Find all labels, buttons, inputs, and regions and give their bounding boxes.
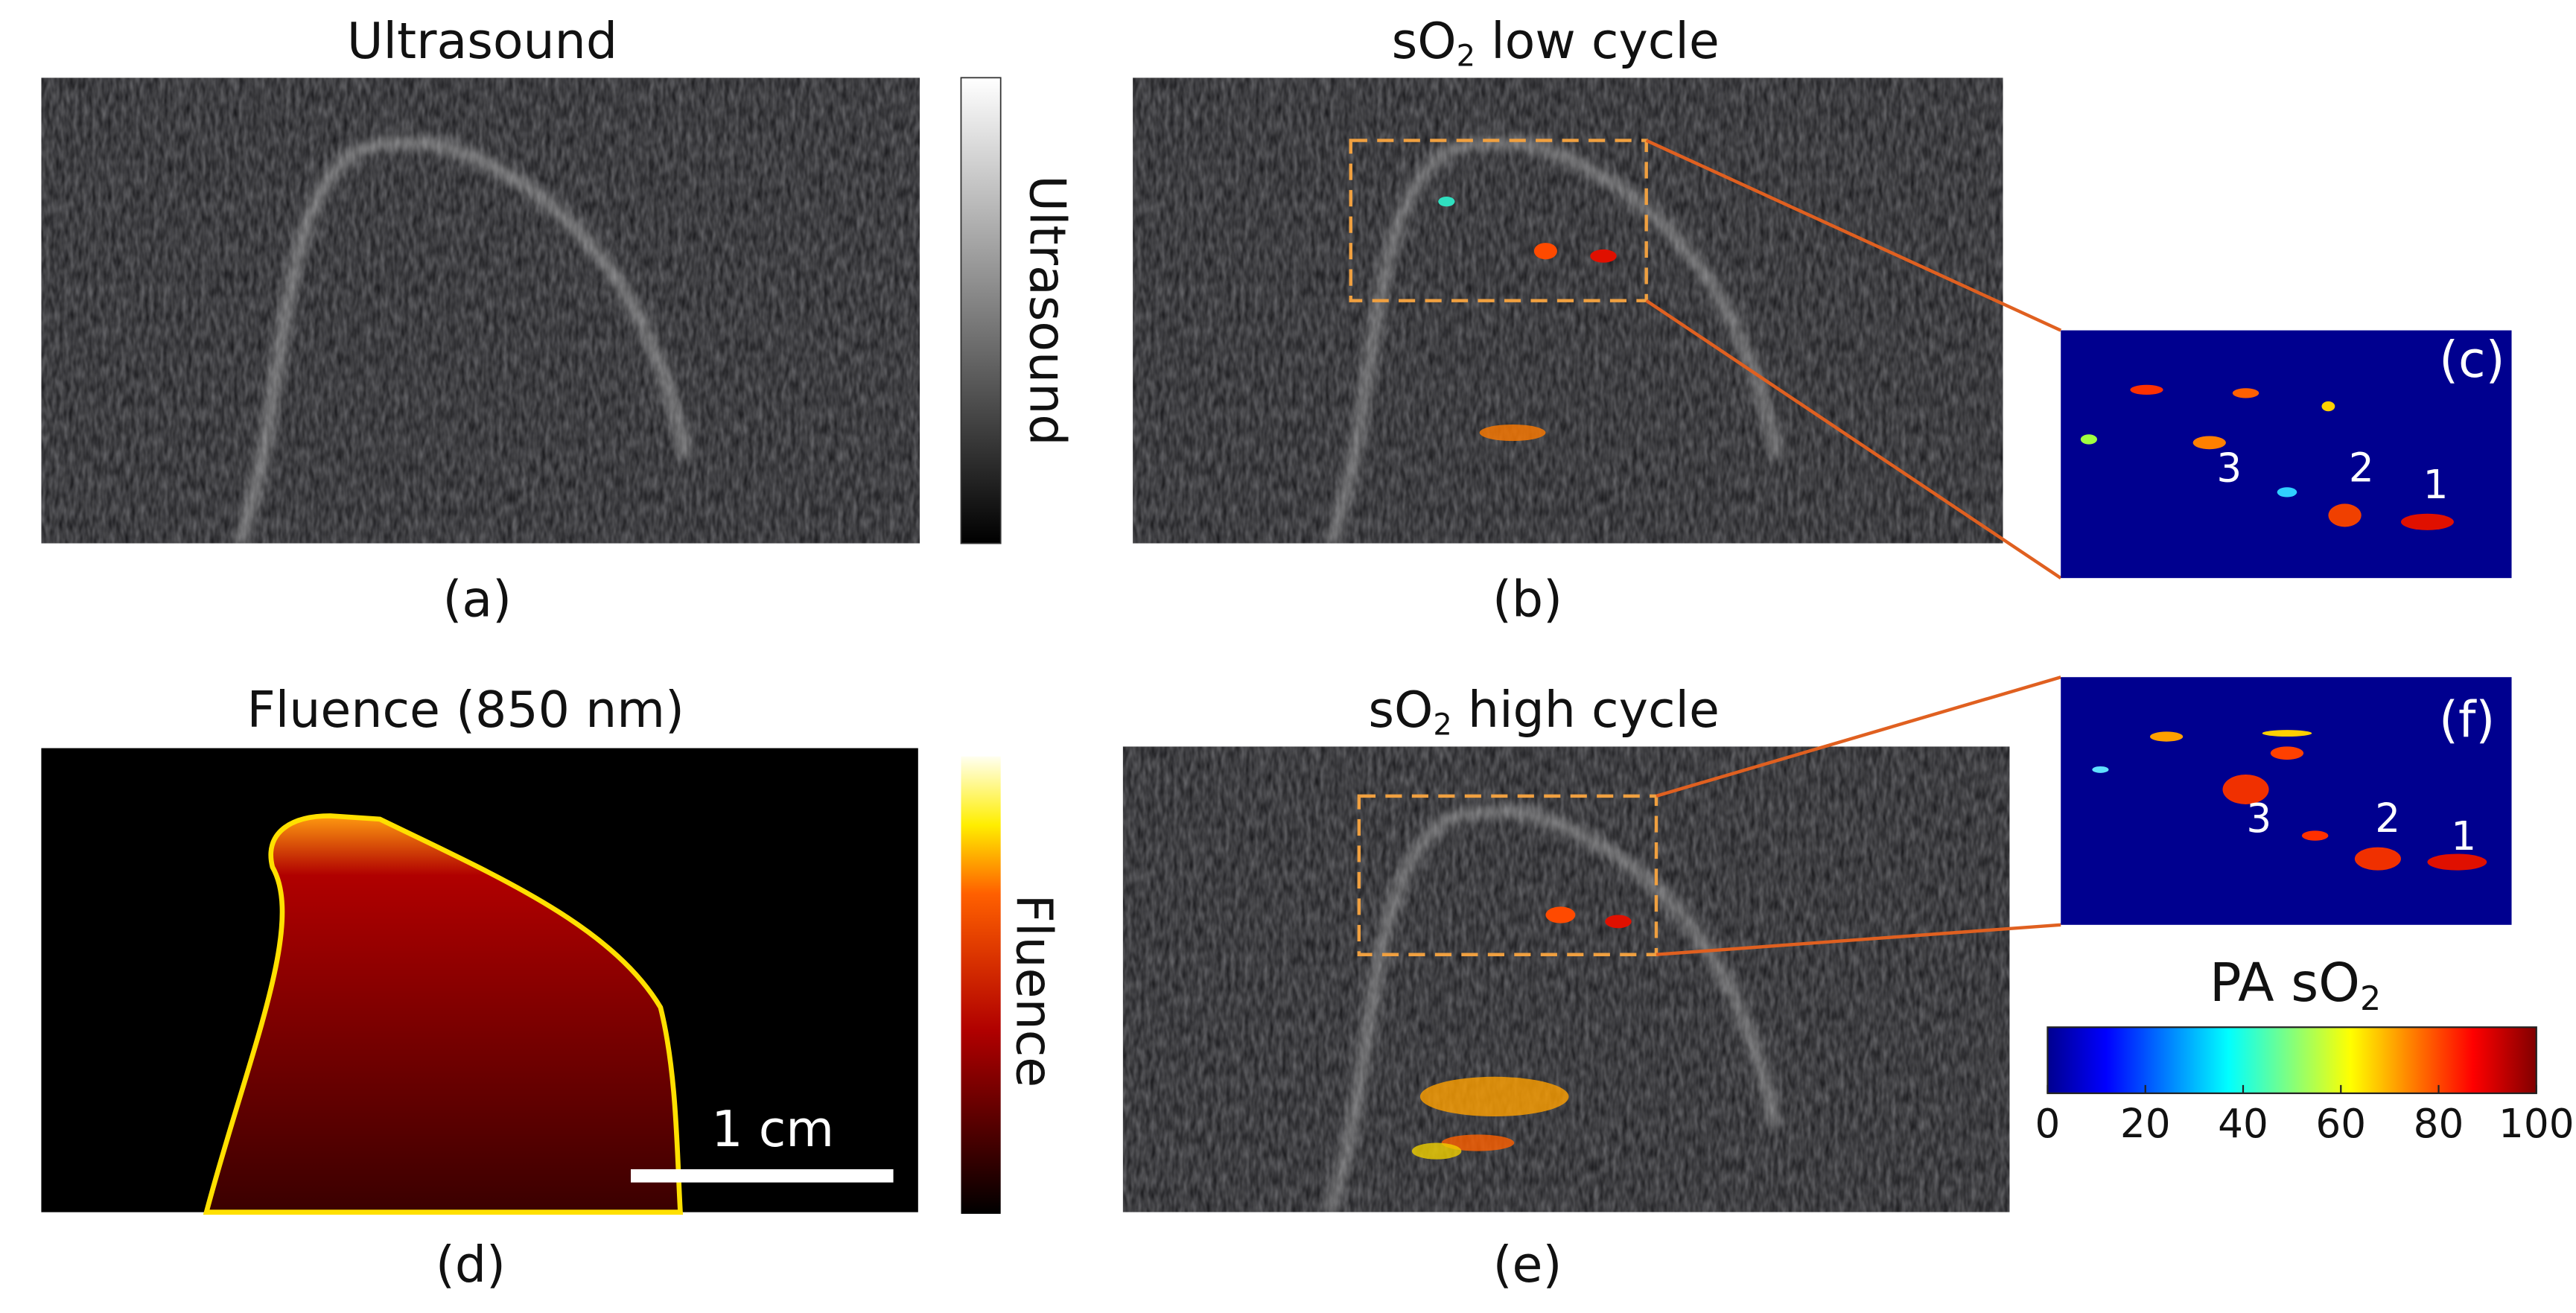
panel-title: sO2 high cycle [1368,681,1720,742]
scale-bar [631,1169,894,1183]
colorbar-label: Ultrasound [1018,175,1076,445]
inset [2061,677,2512,925]
panel-label: (c) [2439,331,2505,389]
zoom-line [1656,675,2061,798]
tick-label: 0 [2035,1101,2061,1147]
marker: 3 [2216,445,2242,492]
colorbar-ticks: 0 20 40 60 80 100 [2035,1084,2575,1147]
marker: 3 [2246,795,2271,842]
colorbar-title: PA sO2 [2210,951,2381,1017]
tick-label: 60 [2315,1101,2366,1147]
marker: 2 [2375,795,2400,842]
zoom-line [1645,299,2062,580]
inset [2061,330,2512,579]
zoom-box [1349,139,1648,302]
marker: 1 [2423,462,2449,508]
marker: 1 [2451,813,2476,859]
panel-label: (f) [2439,690,2495,748]
scale-bar-label: 1 cm [711,1100,834,1158]
colorbar [961,756,1001,1214]
zoom-line [1656,923,2061,956]
zoom-line [1645,139,2062,332]
panel-label: (b) [1492,570,1562,629]
tick-label: 100 [2499,1101,2575,1147]
inset-spots [2080,384,2454,530]
zoom-box [1357,794,1659,956]
colorbar [960,77,1002,544]
colorbar [2047,1026,2537,1095]
panel-title: sO2 low cycle [1392,12,1720,73]
tick-label: 80 [2414,1101,2464,1147]
ultrasound-image [1133,77,2003,544]
fluence-shape [203,813,684,1215]
panel-title: Ultrasound [347,12,617,70]
panel-label: (e) [1493,1236,1562,1294]
ultrasound-image [1123,746,2010,1212]
marker: 2 [2349,445,2374,492]
panel-title: Fluence (850 nm) [247,681,684,739]
tick-label: 20 [2120,1101,2171,1147]
panel-label: (a) [442,570,512,629]
colorbar-label: Fluence [1005,894,1063,1087]
panel-label: (d) [436,1236,506,1294]
ultrasound-image [41,77,920,544]
tick-label: 40 [2218,1101,2268,1147]
inset-spots [2092,730,2487,871]
